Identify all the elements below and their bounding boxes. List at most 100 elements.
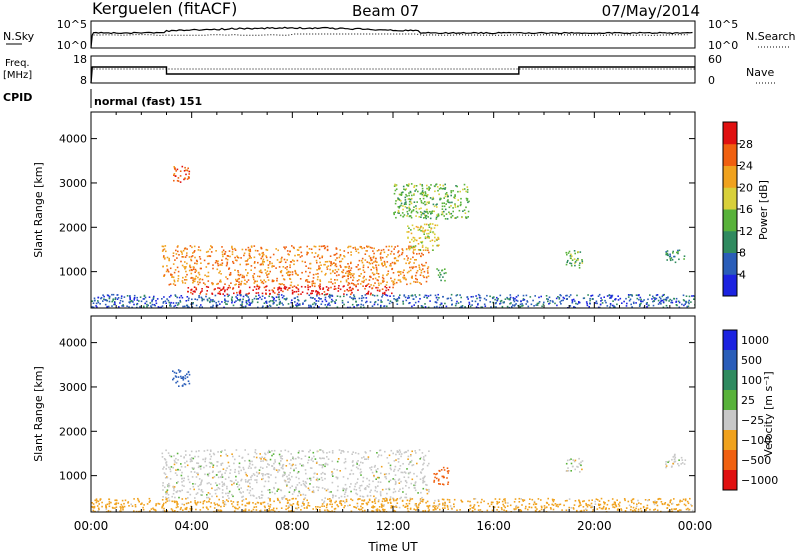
data-cell-1-0 [333, 468, 336, 470]
data-cell-0-0 [414, 274, 417, 277]
data-cell-1-0 [313, 455, 315, 458]
data-cell-0-6 [565, 251, 568, 254]
data-cell-1-3 [384, 500, 386, 502]
data-cell-0-5 [361, 299, 363, 302]
data-cell-0-0 [291, 271, 294, 273]
data-cell-1-0 [200, 483, 202, 486]
data-cell-0-0 [194, 262, 196, 265]
data-cell-0-8 [398, 198, 400, 200]
data-cell-0-0 [171, 274, 173, 276]
data-cell-0-8 [467, 210, 470, 213]
data-cell-0-0 [161, 245, 164, 248]
data-cell-0-5 [177, 302, 180, 304]
data-cell-0-1 [369, 293, 372, 296]
data-cell-0-0 [309, 262, 312, 265]
data-cell-0-1 [382, 292, 384, 295]
data-cell-1-3 [390, 502, 392, 504]
data-cell-0-0 [238, 274, 241, 277]
data-cell-0-0 [305, 265, 307, 267]
data-cell-1-3 [108, 501, 111, 503]
data-cell-0-0 [168, 259, 171, 262]
data-cell-0-6 [577, 251, 579, 253]
data-cell-1-2 [447, 481, 450, 484]
data-cell-0-8 [422, 197, 425, 200]
data-cell-0-0 [236, 259, 238, 262]
data-cell-0-0 [337, 268, 340, 271]
data-cell-0-0 [347, 246, 349, 249]
data-cell-0-0 [359, 246, 362, 249]
data-cell-0-8 [428, 186, 430, 188]
data-cell-1-4 [571, 465, 574, 468]
data-cell-0-0 [352, 247, 355, 249]
data-cell-0-5 [456, 300, 458, 303]
data-cell-0-8 [406, 195, 408, 197]
data-cell-1-3 [368, 498, 371, 501]
data-cell-1-3 [528, 503, 531, 505]
data-cell-1-3 [244, 508, 247, 510]
data-cell-1-3 [631, 498, 634, 501]
data-cell-0-0 [207, 275, 210, 278]
data-cell-0-3 [414, 248, 416, 251]
data-cell-1-0 [225, 469, 227, 472]
data-cell-0-0 [276, 279, 278, 282]
data-cell-1-3 [163, 509, 166, 512]
data-cell-0-8 [418, 208, 421, 210]
data-cell-1-0 [259, 457, 261, 459]
data-cell-0-1 [317, 292, 319, 294]
data-cell-0-5 [385, 294, 387, 296]
data-cell-0-4 [440, 279, 442, 282]
data-cell-0-3 [429, 231, 432, 233]
data-cell-1-0 [344, 483, 347, 486]
data-cell-1-3 [291, 504, 293, 507]
data-cell-1-3 [628, 504, 631, 507]
data-cell-0-0 [312, 280, 314, 282]
data-cell-1-0 [359, 489, 362, 492]
data-cell-1-3 [114, 507, 116, 509]
data-cell-1-0 [228, 490, 231, 493]
data-cell-0-8 [428, 202, 430, 204]
data-cell-1-3 [269, 503, 272, 506]
data-cell-0-5 [329, 293, 331, 296]
data-cell-0-1 [343, 290, 346, 292]
data-cell-0-8 [431, 198, 434, 201]
data-cell-0-5 [614, 298, 616, 301]
data-cell-0-0 [166, 265, 168, 267]
data-cell-1-0 [339, 470, 341, 472]
nsky-tick-left-bottom: 10^0 [57, 39, 87, 52]
data-cell-0-5 [540, 295, 542, 298]
data-cell-1-0 [423, 476, 425, 479]
data-cell-0-0 [342, 269, 345, 271]
data-cell-1-0 [394, 490, 397, 493]
data-cell-0-0 [287, 274, 289, 276]
data-cell-1-0 [360, 474, 362, 476]
data-cell-1-0 [233, 462, 235, 465]
data-cell-0-0 [372, 256, 375, 259]
data-cell-1-0 [344, 458, 347, 460]
data-cell-0-0 [326, 268, 329, 270]
data-cell-0-8 [408, 215, 411, 218]
data-cell-1-0 [166, 489, 169, 491]
data-cell-1-3 [555, 505, 558, 507]
data-cell-0-5 [613, 305, 615, 308]
data-cell-0-2 [174, 175, 177, 177]
data-cell-0-5 [598, 293, 601, 296]
data-cell-0-8 [453, 196, 455, 199]
data-cell-0-1 [195, 287, 197, 289]
data-cell-1-0 [267, 451, 269, 454]
data-cell-0-0 [354, 248, 357, 250]
data-cell-1-0 [237, 470, 240, 473]
data-cell-1-0 [189, 493, 192, 496]
data-cell-1-0 [167, 485, 170, 488]
data-cell-1-0 [164, 486, 166, 489]
data-cell-0-5 [523, 299, 526, 301]
data-cell-0-3 [436, 244, 438, 247]
data-cell-0-2 [187, 167, 189, 170]
data-cell-1-0 [220, 464, 223, 466]
data-cell-1-3 [122, 508, 124, 511]
data-cell-0-1 [223, 290, 226, 293]
data-cell-0-5 [225, 303, 227, 305]
data-cell-0-5 [675, 300, 678, 303]
data-cell-1-0 [365, 452, 367, 454]
data-cell-0-3 [407, 231, 410, 233]
